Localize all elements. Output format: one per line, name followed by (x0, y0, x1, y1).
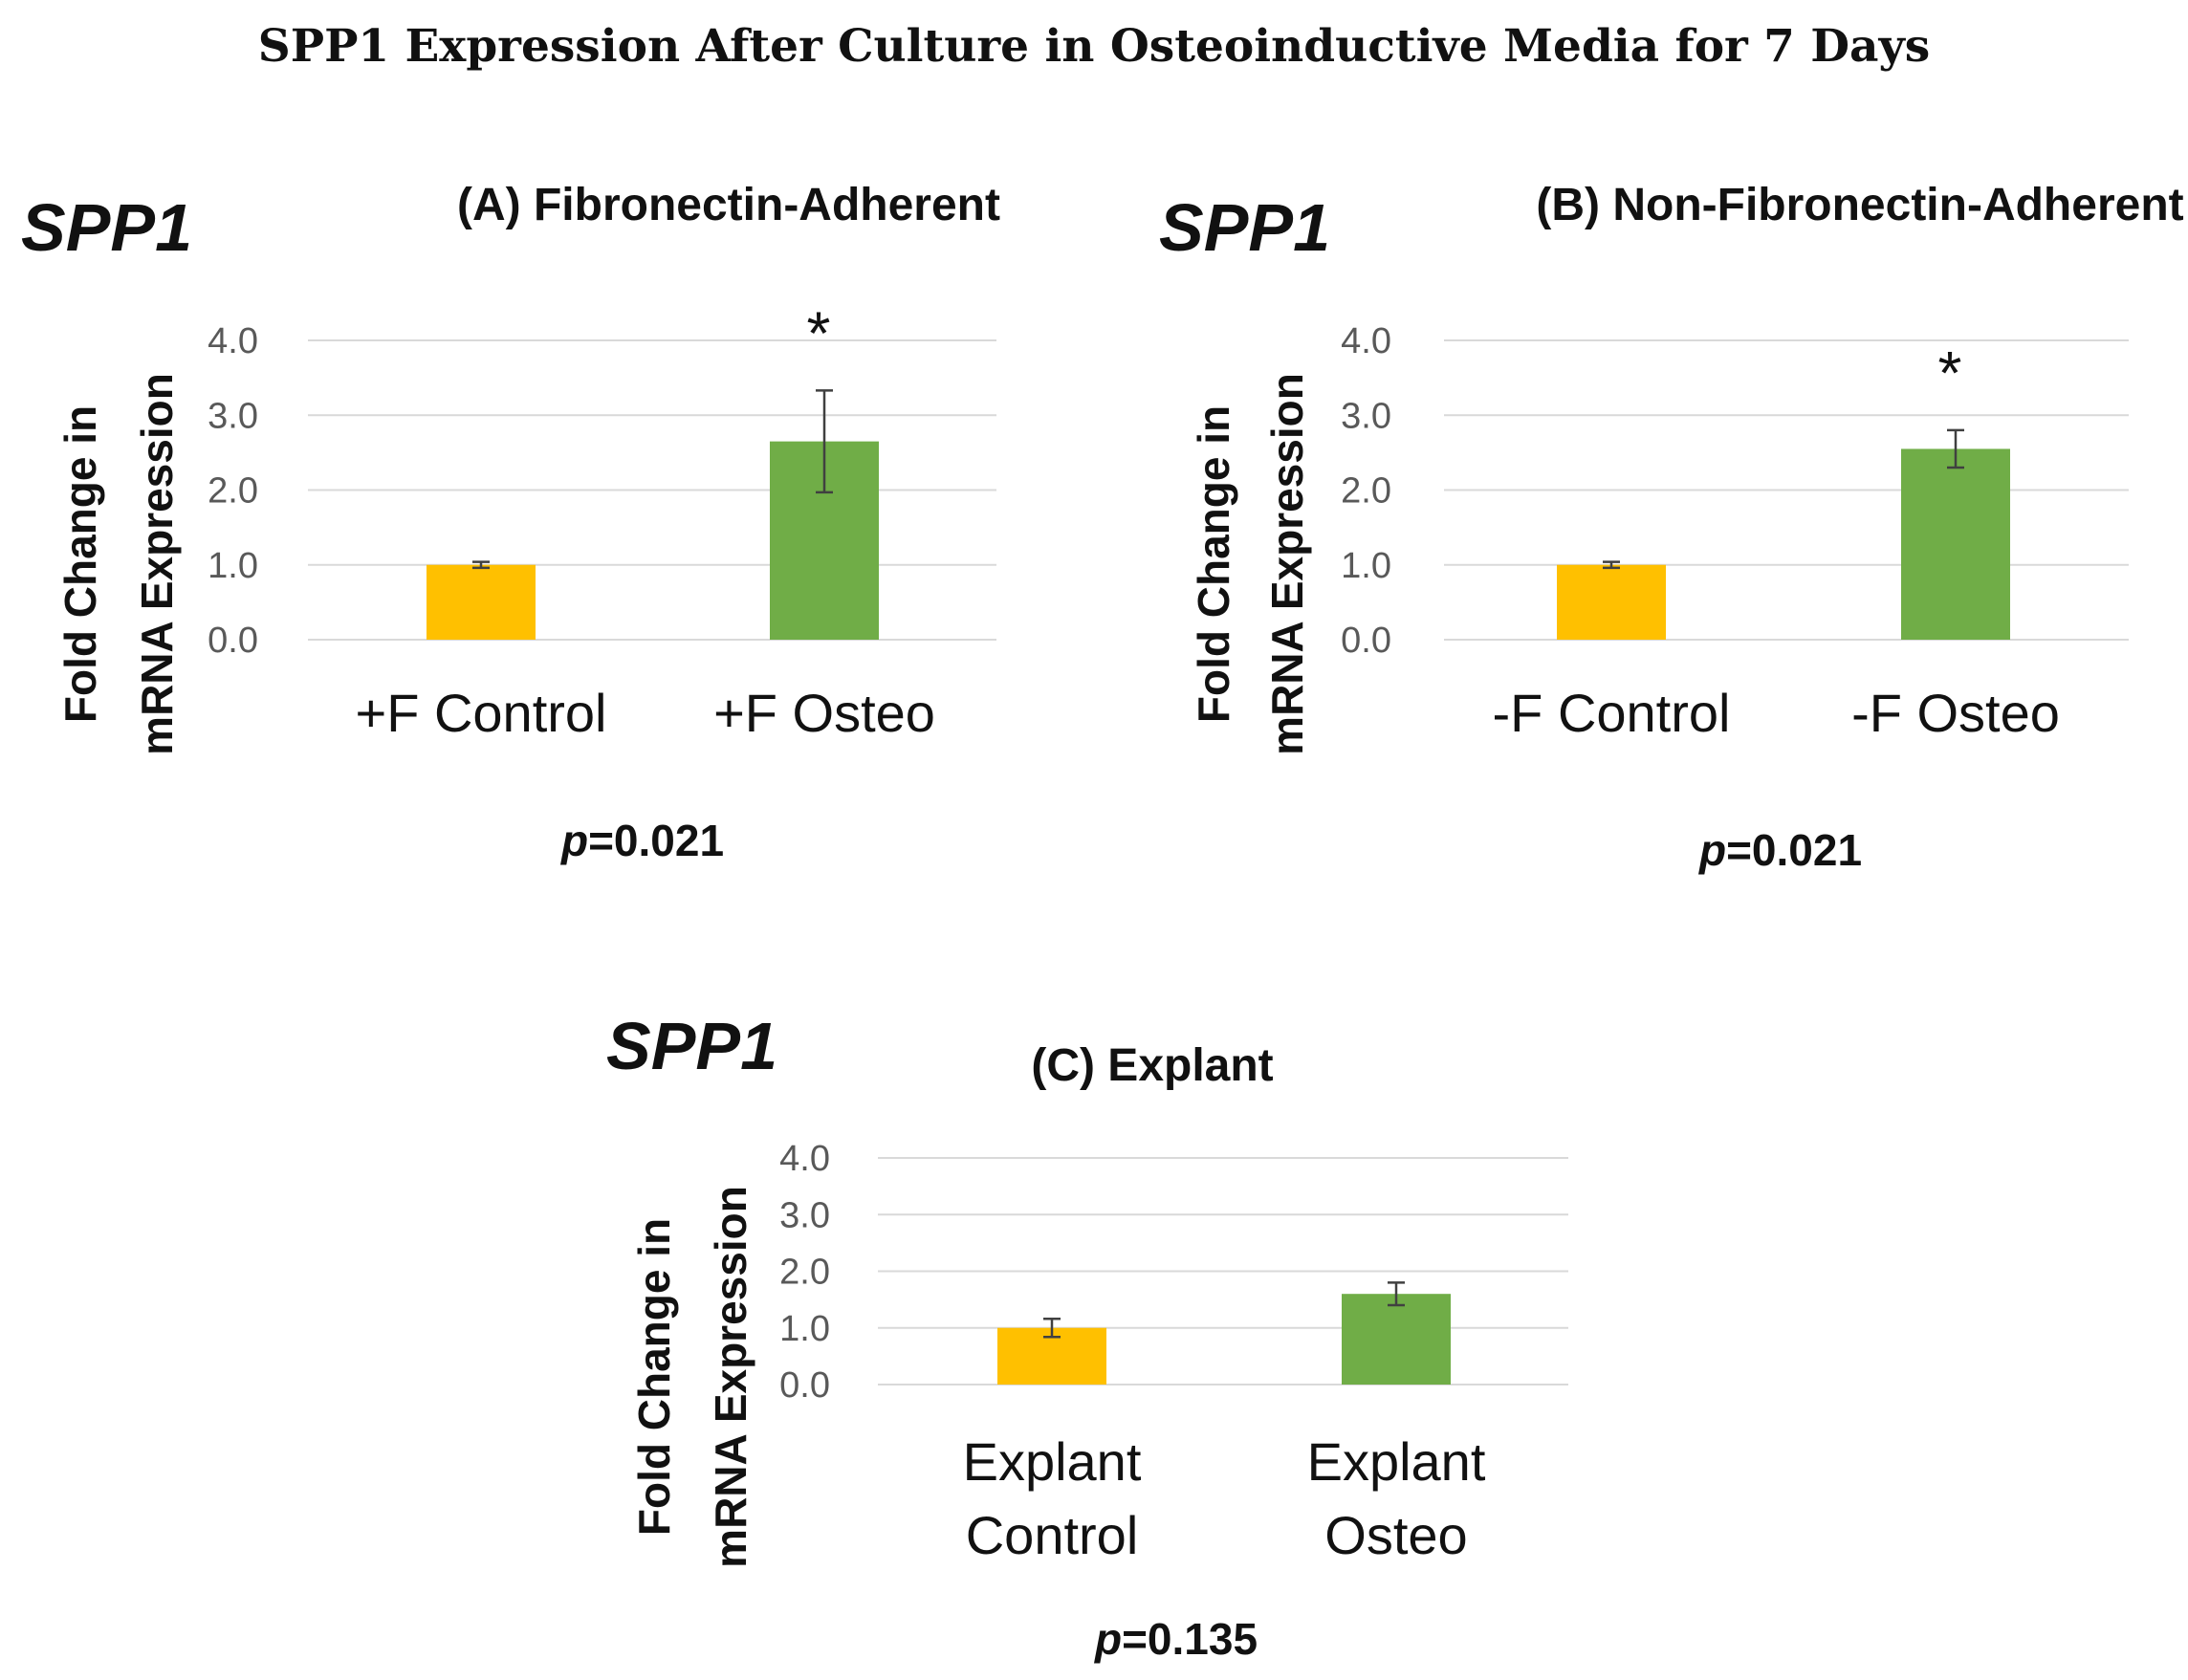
y-tick-label: 2.0 (779, 1253, 830, 1293)
gene-label: SPP1 (21, 190, 192, 265)
category-label: -F Osteo (1851, 683, 2060, 743)
y-tick-label: 4.0 (208, 321, 258, 361)
y-tick-label: 0.0 (779, 1365, 830, 1406)
y-axis-label-line1: Fold Change in (55, 405, 105, 723)
y-axis-label-line2: mRNA Expression (1262, 373, 1312, 755)
y-axis-label-line2: mRNA Expression (132, 373, 182, 755)
p-value: p=0.021 (1697, 825, 1862, 875)
error-bar (1388, 1281, 1405, 1307)
bar-osteo (1901, 448, 2010, 640)
p-value-prefix: p (1697, 825, 1726, 875)
y-tick-label: 2.0 (1341, 471, 1391, 512)
category-label: +F Osteo (713, 683, 935, 743)
p-value-number: =0.021 (1726, 825, 1862, 875)
error-bar (472, 560, 490, 570)
y-tick-label: 3.0 (779, 1195, 830, 1235)
y-tick-label: 3.0 (1341, 396, 1391, 436)
y-axis-label-line2: mRNA Expression (706, 1186, 755, 1568)
p-value: p=0.021 (559, 816, 724, 865)
y-tick-label: 4.0 (779, 1139, 830, 1179)
panel-title: (C) Explant (1031, 1040, 1273, 1091)
chart-panel-b: SPP1 (B) Non-Fibronectin-Adherent 0.0 1.0 2.… (1159, 180, 2184, 875)
category-label: -F Control (1493, 683, 1731, 743)
category-label: +F Control (356, 683, 607, 743)
significance-star: * (807, 298, 831, 367)
error-bar (1603, 560, 1620, 570)
y-tick-label: 1.0 (1341, 546, 1391, 586)
y-axis-label-line1: Fold Change in (629, 1218, 679, 1536)
panel-title: (B) Non-Fibronectin-Adherent (1536, 180, 2183, 230)
p-value-number: =0.135 (1122, 1614, 1258, 1664)
bar-control (1557, 564, 1666, 640)
gene-label: SPP1 (606, 1009, 777, 1083)
y-axis-label-line1: Fold Change in (1189, 405, 1238, 723)
p-value: p=0.135 (1093, 1614, 1258, 1664)
y-tick-label: 1.0 (779, 1309, 830, 1349)
category-label: Osteo (1324, 1505, 1467, 1565)
p-value-prefix: p (559, 816, 588, 865)
p-value-number: =0.021 (588, 816, 724, 865)
error-bar (816, 389, 833, 494)
y-tick-label: 4.0 (1341, 321, 1391, 361)
y-tick-label: 3.0 (208, 396, 258, 436)
significance-star: * (1938, 338, 1962, 407)
category-label: Explant (1307, 1431, 1486, 1492)
error-bar (1947, 428, 1964, 469)
panels: SPP1 (A) Fibronectin-Adherent 0.0 1.0 2.0 3.0… (21, 180, 2184, 1664)
y-tick-label: 1.0 (208, 546, 258, 586)
y-tick-label: 2.0 (208, 471, 258, 512)
error-bar (1043, 1318, 1061, 1339)
chart-panel-c: SPP1 (C) Explant 0.0 1.0 2.0 3.0 4.0 Fold Chang… (606, 1009, 1568, 1664)
panel-title: (A) Fibronectin-Adherent (457, 180, 1000, 230)
figure-title: SPP1 Expression After Culture in Osteoin… (258, 20, 1930, 73)
y-tick-label: 0.0 (1341, 621, 1391, 661)
p-value-prefix: p (1093, 1614, 1122, 1664)
bar-control (427, 564, 536, 640)
gene-label: SPP1 (1159, 190, 1330, 265)
bar-osteo (1342, 1294, 1451, 1385)
category-label: Explant (963, 1431, 1142, 1492)
chart-panel-a: SPP1 (A) Fibronectin-Adherent 0.0 1.0 2.0 3.0… (21, 180, 1000, 865)
category-label: Control (966, 1505, 1139, 1565)
y-tick-label: 0.0 (208, 621, 258, 661)
